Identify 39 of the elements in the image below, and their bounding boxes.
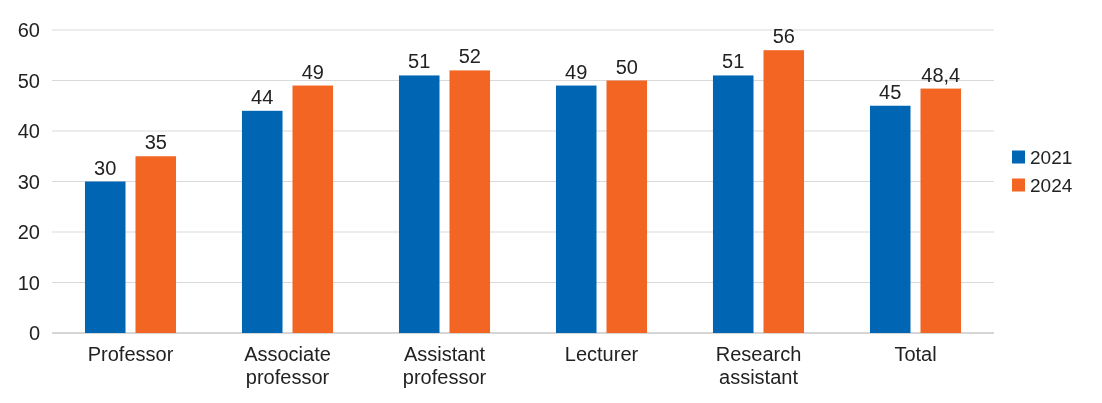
- x-tick-label: Associate professor: [244, 343, 331, 388]
- data-label: 49: [301, 60, 324, 83]
- y-tick-label: 0: [28, 322, 40, 344]
- data-label: 52: [458, 45, 481, 68]
- data-label: 56: [772, 25, 795, 48]
- bar: [398, 75, 440, 333]
- data-label: 50: [615, 55, 638, 78]
- y-tick-label: 20: [17, 221, 40, 243]
- legend-label: 2024: [1030, 174, 1073, 196]
- legend-label: 2021: [1030, 146, 1073, 168]
- data-label: 49: [565, 60, 588, 83]
- y-tick-label: 50: [17, 69, 40, 92]
- x-tick-label: Research assistant: [715, 343, 802, 388]
- bar: [869, 105, 911, 333]
- bar: [449, 70, 491, 333]
- bar: [712, 75, 754, 333]
- data-label: 51: [722, 50, 745, 73]
- data-label: 51: [408, 50, 431, 73]
- bar: [84, 181, 126, 333]
- x-tick-label: Professor: [87, 343, 174, 365]
- data-label: 45: [879, 80, 902, 103]
- data-label: 44: [251, 85, 274, 108]
- y-tick-label: 40: [17, 120, 40, 142]
- bar: [763, 50, 805, 333]
- x-tick-label: Assistant professor: [402, 343, 487, 388]
- x-tick-label: Total: [894, 343, 937, 365]
- data-label: 48,4: [921, 63, 961, 86]
- data-label: 35: [144, 131, 167, 154]
- data-label: 30: [94, 156, 117, 179]
- bar: [920, 88, 962, 333]
- bar: [135, 156, 177, 333]
- x-tick-label: Lecturer: [564, 343, 639, 365]
- y-tick-label: 10: [17, 271, 40, 294]
- bar: [241, 110, 283, 333]
- y-tick-label: 60: [17, 19, 40, 41]
- bar: [555, 85, 597, 333]
- y-tick-label: 30: [17, 170, 40, 193]
- bar: [606, 80, 648, 333]
- bar: [292, 85, 334, 333]
